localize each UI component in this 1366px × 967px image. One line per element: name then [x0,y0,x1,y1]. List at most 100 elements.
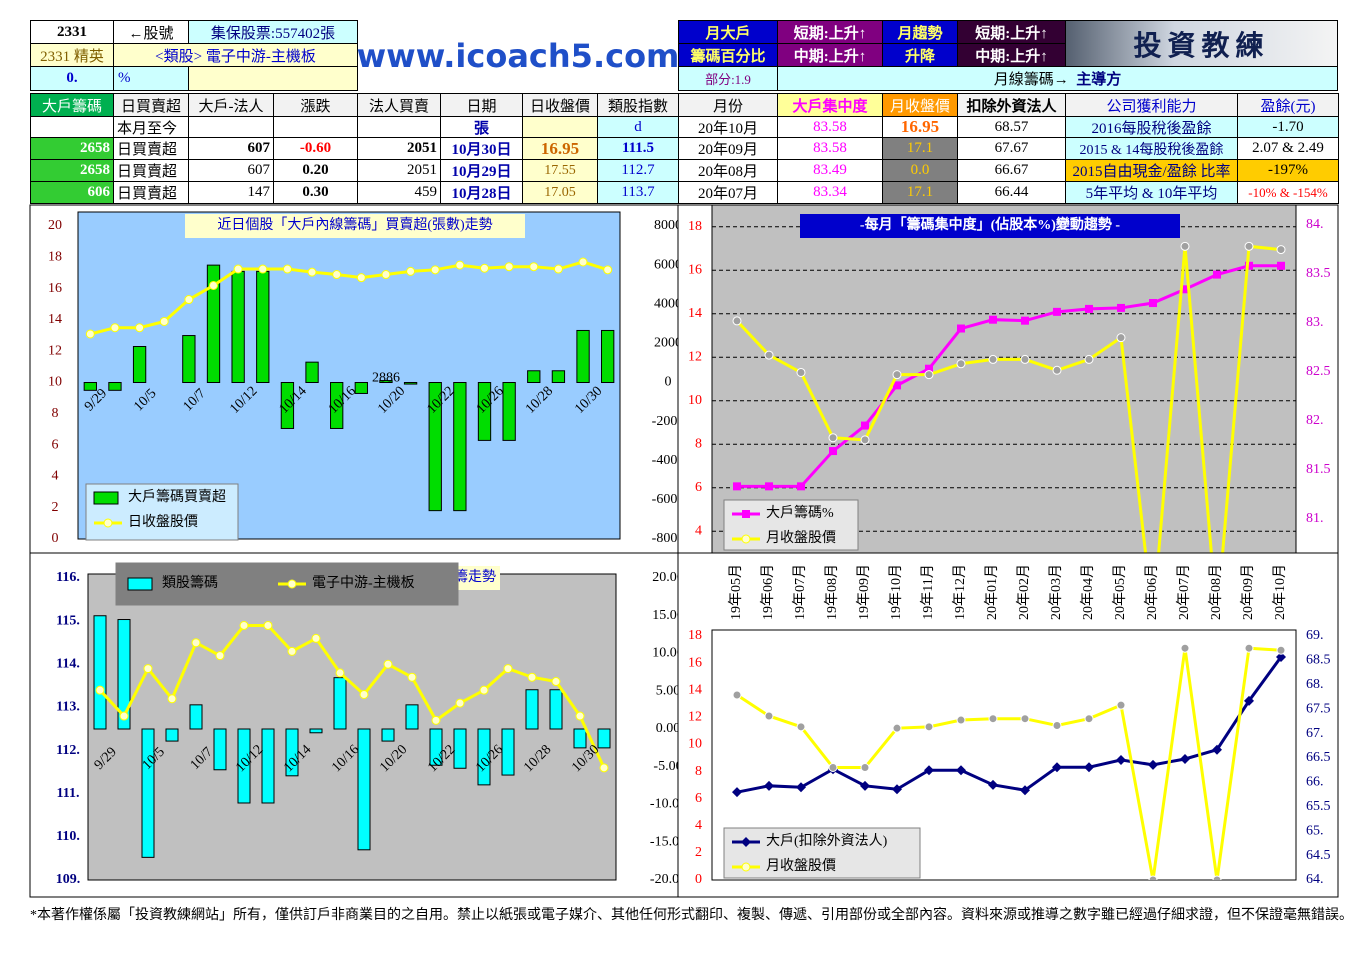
bar [231,270,245,384]
m1: 月大戶 [678,20,778,44]
marker [407,672,417,682]
bar [354,382,368,394]
table-cell: d [597,116,679,138]
bar [330,382,344,429]
bar [206,264,221,383]
table-cell: 459 [357,181,441,204]
chart-title: 籌走勢 [454,569,496,585]
plot-area [77,211,621,540]
x-tick-label: 10/7 [181,386,209,414]
x-tick-label: 19年05月 [728,564,744,620]
y2-tick-label: 65. [1306,823,1324,838]
marker [603,265,613,275]
bar [117,619,131,730]
table-cell: 66.44 [957,181,1066,204]
table-cell: 16.95 [522,137,598,160]
legend-label: 日收盤股價 [128,513,198,530]
y-tick-label: 14 [48,312,62,327]
y2-tick-label: 2000 [654,336,682,351]
x-tick-label: 10/26 [474,384,507,417]
part: 部分:1.9 [678,66,778,91]
table-cell: 17.55 [522,159,598,182]
bar [285,728,299,777]
marker [431,715,441,725]
code: 2331 [30,20,114,44]
marker [1148,875,1158,880]
marker [455,260,465,270]
y2-tick-label: 15.00 [652,608,684,623]
y2-tick-label: 10.00 [652,646,684,661]
bar [573,728,587,749]
marker [892,784,902,795]
marker [553,264,563,274]
table-cell: 20年09月 [678,137,778,160]
legend-marker [742,510,750,518]
u2: 中期:上升↑ [957,43,1066,67]
marker [1244,643,1254,653]
x-tick-label: 10/20 [377,742,410,775]
y-tick-label: 112. [56,743,80,758]
panel [29,552,679,898]
plot [83,257,615,512]
bar [477,728,491,786]
marker [860,762,870,772]
marker [829,447,837,456]
marker [861,421,869,430]
bar [237,728,251,804]
legend-swatch [93,491,119,505]
bar [141,728,155,858]
annotation: 2886 [372,371,400,386]
x-tick-label: 10/16 [326,384,359,417]
x-tick-label: 19年12月 [952,564,968,620]
marker [1180,241,1190,251]
bar [93,615,107,730]
legend [115,562,459,606]
table-cell: 類股指數 [597,93,679,117]
y-tick-label: 18 [48,250,62,265]
y2-tick-label: 81. [1306,511,1324,526]
x-tick-label: 19年06月 [760,564,776,620]
table-cell: 扣除外資法人 [957,93,1066,117]
y2-tick-label: 65.5 [1306,799,1331,814]
marker [797,482,805,491]
bar [83,382,97,391]
y2-tick-label: 5.00 [656,683,681,698]
marker [828,433,838,443]
table-cell: -0.60 [273,137,358,160]
marker [1148,759,1158,770]
table-cell: 2015 & 14每股稅後盈餘 [1065,137,1238,160]
x-tick-label: 20年02月 [1016,564,1032,620]
x-tick-label: 10/30 [569,742,602,775]
table-cell [188,116,274,138]
marker [828,764,838,775]
marker [733,482,741,491]
y-tick-label: 116. [56,570,80,585]
code-label: ←股號 [113,20,189,44]
table-cell: 月份 [678,93,778,117]
bar [428,382,442,512]
marker [209,280,218,290]
table-cell: 83.49 [777,159,883,182]
marker [480,263,489,273]
marker [1245,261,1253,270]
x-tick-label: 19年11月 [920,564,936,619]
marker [1180,753,1190,764]
x-tick-label: 9/29 [82,386,110,414]
legend-marker [741,534,751,544]
marker [85,329,95,339]
y-tick-label: 8 [52,406,59,421]
marker [135,323,145,333]
y-tick-label: 16 [48,281,62,296]
y2-tick-label: 83. [1306,315,1324,330]
legend-label: 類股籌碼 [162,575,218,591]
table-cell: 10月28日 [440,181,523,204]
marker [1020,354,1030,364]
table-cell: 607 [188,159,274,182]
marker [1244,695,1254,706]
marker [989,315,997,324]
x-tick-label: 10/14 [277,384,310,417]
x-tick-label: 10/5 [140,745,168,773]
marker [1149,299,1157,308]
plot [93,615,611,858]
x-tick-label: 20年04月 [1080,564,1096,620]
